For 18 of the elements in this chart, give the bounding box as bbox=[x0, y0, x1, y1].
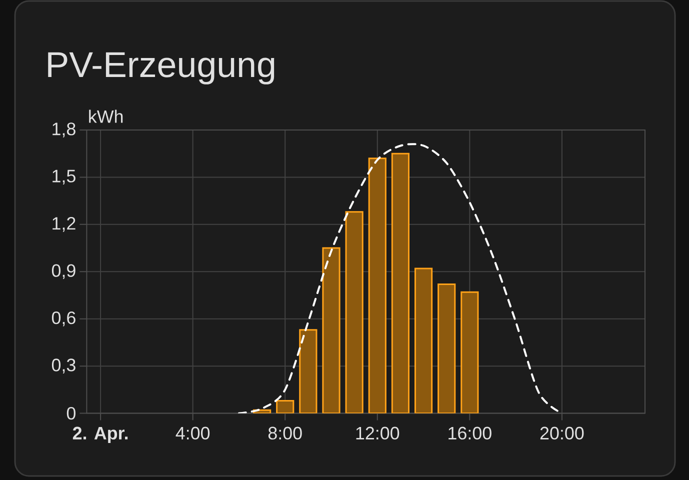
y-tick-label: 0,3 bbox=[52, 358, 76, 374]
bar bbox=[345, 211, 364, 414]
y-tick-label: 0,9 bbox=[52, 264, 76, 280]
y-tick-label: 0 bbox=[66, 406, 76, 420]
y-tick-label: 1,5 bbox=[52, 170, 76, 185]
x-tick-label: 8:00 bbox=[268, 426, 302, 440]
x-tick-label: 12:00 bbox=[356, 426, 400, 440]
bar bbox=[322, 247, 340, 414]
y-tick-label: 1,2 bbox=[52, 217, 76, 232]
y-tick-label: 0,6 bbox=[52, 311, 76, 326]
x-tick-label: 20:00 bbox=[540, 426, 584, 440]
x-tick-label: 16:00 bbox=[448, 426, 492, 440]
bar bbox=[391, 152, 410, 414]
chart-title: PV-Erzeugung bbox=[48, 52, 274, 84]
x-tick-label: 4:00 bbox=[176, 426, 210, 440]
x-tick-label: 2. Apr. bbox=[72, 426, 128, 444]
y-axis-title: kWh bbox=[89, 110, 123, 123]
y-tick-label: 1,8 bbox=[52, 122, 76, 138]
